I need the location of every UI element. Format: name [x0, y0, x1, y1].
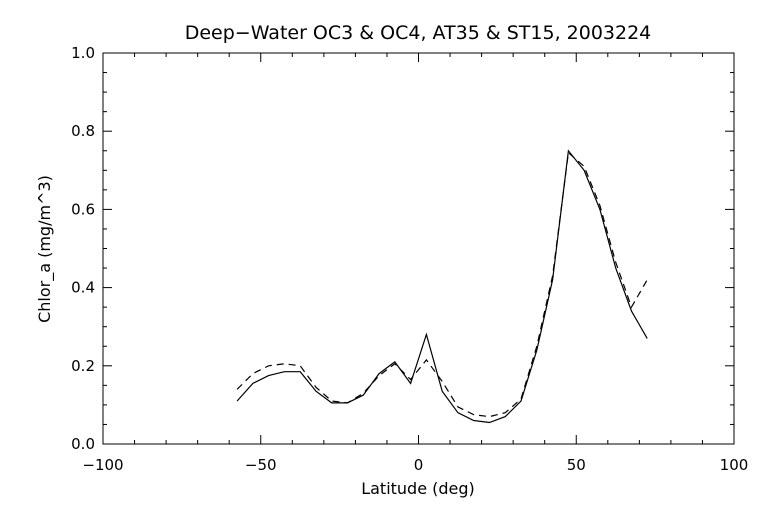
- series-line-solid: [236, 149, 648, 424]
- y-tick-label: 0.6: [71, 200, 95, 218]
- y-tick-label: 0.2: [71, 357, 95, 375]
- y-tick-label: 1.0: [71, 44, 95, 62]
- axis-ticks: [102, 52, 735, 445]
- x-tick-label: −50: [245, 456, 277, 474]
- x-tick-label: 100: [720, 456, 749, 474]
- plot-frame: [102, 52, 735, 445]
- tick-labels: −100 −50 0 50 100 0.0 0.2 0.4 0.6 0.8 1.0: [71, 44, 748, 474]
- chart-title: Deep−Water OC3 & OC4, AT35 & ST15, 20032…: [185, 22, 652, 44]
- x-tick-label: 0: [414, 456, 424, 474]
- y-axis-label: Chlor_a (mg/m^3): [35, 175, 55, 323]
- x-axis-label: Latitude (deg): [361, 479, 475, 498]
- y-tick-label: 0.8: [71, 122, 95, 140]
- series-line-dashed: [236, 151, 648, 418]
- x-tick-label: 50: [567, 456, 586, 474]
- y-tick-label: 0.4: [71, 279, 95, 297]
- x-tick-label: −100: [82, 456, 123, 474]
- y-tick-label: 0.0: [71, 435, 95, 453]
- series-group: [236, 149, 648, 424]
